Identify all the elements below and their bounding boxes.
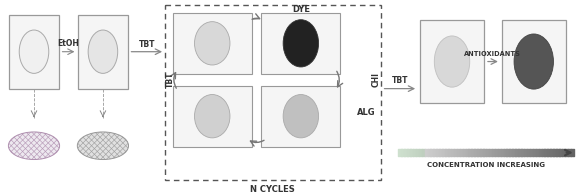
Bar — [9, 15, 58, 89]
Text: EtOH: EtOH — [58, 39, 79, 48]
Bar — [420, 20, 484, 103]
Ellipse shape — [88, 30, 118, 73]
Text: TBT: TBT — [165, 72, 175, 88]
Bar — [165, 5, 381, 180]
Text: ANTIOXIDANTS: ANTIOXIDANTS — [464, 51, 522, 57]
Text: TBT: TBT — [138, 40, 155, 49]
Ellipse shape — [434, 36, 470, 87]
Text: CHI: CHI — [371, 72, 380, 87]
Ellipse shape — [283, 20, 319, 67]
Bar — [262, 13, 340, 74]
Bar — [502, 20, 566, 103]
Ellipse shape — [194, 94, 230, 138]
Text: CONCENTRATION INCREASING: CONCENTRATION INCREASING — [427, 162, 545, 168]
Text: ALG: ALG — [357, 108, 376, 117]
Ellipse shape — [77, 132, 128, 159]
Text: TBT: TBT — [392, 76, 408, 85]
Ellipse shape — [194, 22, 230, 65]
Ellipse shape — [19, 30, 49, 73]
Ellipse shape — [283, 94, 319, 138]
Text: N CYCLES: N CYCLES — [251, 184, 295, 194]
Bar — [78, 15, 127, 89]
Ellipse shape — [8, 132, 60, 159]
Ellipse shape — [514, 34, 554, 89]
Bar — [173, 86, 252, 147]
Text: DYE: DYE — [292, 5, 310, 14]
Bar — [262, 86, 340, 147]
Bar — [173, 13, 252, 74]
